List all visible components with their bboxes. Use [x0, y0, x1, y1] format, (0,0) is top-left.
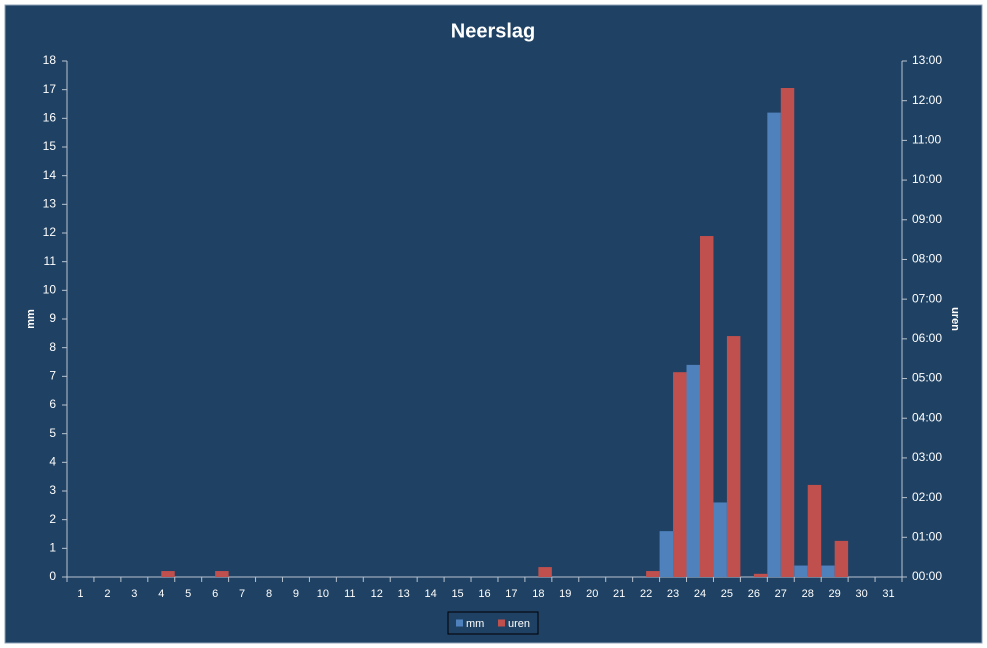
y-tick-label: 14 [43, 168, 57, 182]
y2-tick-label: 04:00 [912, 410, 942, 424]
bar [538, 567, 552, 577]
y-tick-label: 13 [43, 197, 57, 211]
x-tick-label: 18 [532, 588, 544, 600]
y-tick-label: 2 [49, 512, 56, 526]
bar [726, 336, 741, 577]
bar [753, 573, 768, 577]
bar [161, 571, 175, 577]
y2-tick-label: 12:00 [912, 93, 942, 107]
y-tick-label: 3 [49, 483, 56, 497]
x-tick-label: 16 [478, 588, 490, 600]
x-tick-label: 15 [451, 588, 463, 600]
x-tick-label: 10 [317, 588, 329, 600]
y2-axis-label: uren [949, 307, 961, 331]
x-tick-label: 7 [239, 588, 245, 600]
bar [713, 502, 727, 577]
x-tick-label: 12 [371, 588, 383, 600]
x-tick-label: 31 [882, 588, 894, 600]
y-tick-label: 5 [49, 426, 56, 440]
x-tick-label: 29 [829, 588, 841, 600]
x-tick-label: 24 [694, 588, 706, 600]
y-tick-label: 10 [43, 283, 57, 297]
y2-tick-label: 01:00 [912, 529, 942, 543]
y-tick-label: 1 [49, 541, 56, 555]
y-tick-label: 18 [43, 53, 57, 67]
bar [794, 565, 808, 577]
x-tick-label: 13 [398, 588, 410, 600]
x-tick-label: 20 [586, 588, 598, 600]
bar [767, 112, 781, 577]
y-tick-label: 0 [49, 569, 56, 583]
y2-tick-label: 10:00 [912, 172, 942, 186]
x-tick-label: 11 [344, 588, 355, 600]
bar [821, 565, 835, 577]
bar [215, 571, 229, 577]
legend-swatch [456, 619, 463, 627]
x-tick-label: 5 [185, 588, 191, 600]
legend-box [447, 611, 539, 635]
legend-label: mm [466, 618, 484, 630]
bar [699, 236, 714, 577]
y2-tick-label: 05:00 [912, 371, 942, 385]
x-tick-label: 14 [425, 588, 437, 600]
y-axis-label: mm [25, 309, 37, 329]
x-tick-label: 25 [721, 588, 733, 600]
bar [807, 484, 822, 577]
y2-tick-label: 09:00 [912, 212, 942, 226]
y-tick-label: 4 [49, 455, 56, 469]
x-tick-label: 19 [559, 588, 571, 600]
y2-tick-label: 11:00 [912, 133, 941, 147]
y2-tick-label: 00:00 [912, 569, 942, 583]
y-tick-label: 12 [43, 225, 57, 239]
y2-tick-label: 08:00 [912, 252, 942, 266]
bar [780, 87, 795, 577]
x-tick-label: 22 [640, 588, 652, 600]
y2-tick-label: 02:00 [912, 490, 942, 504]
x-tick-label: 2 [104, 588, 110, 600]
x-tick-label: 21 [613, 588, 625, 600]
bar [686, 364, 700, 577]
x-tick-label: 27 [775, 588, 787, 600]
bar [646, 571, 660, 577]
x-tick-label: 4 [158, 588, 164, 600]
bar [834, 540, 849, 577]
bar [673, 372, 687, 577]
y-tick-label: 9 [49, 311, 56, 325]
x-tick-label: 8 [266, 588, 272, 600]
x-tick-label: 28 [802, 588, 814, 600]
x-tick-label: 9 [293, 588, 299, 600]
y2-tick-label: 07:00 [912, 291, 942, 305]
y-tick-label: 6 [49, 397, 56, 411]
y-tick-label: 16 [43, 111, 57, 125]
x-tick-label: 1 [77, 588, 83, 600]
y2-tick-label: 06:00 [912, 331, 942, 345]
x-tick-label: 17 [505, 588, 517, 600]
y-tick-label: 7 [49, 369, 56, 383]
y-tick-label: 8 [49, 340, 56, 354]
y2-tick-label: 13:00 [912, 53, 942, 67]
legend-label: uren [508, 618, 530, 630]
legend-swatch [498, 619, 505, 627]
x-tick-label: 26 [748, 588, 760, 600]
y-tick-label: 15 [43, 139, 57, 153]
y2-tick-label: 03:00 [912, 450, 942, 464]
x-tick-label: 23 [667, 588, 679, 600]
x-tick-label: 3 [131, 588, 137, 600]
chart-title: Neerslag [451, 20, 536, 42]
y-tick-label: 17 [43, 82, 57, 96]
x-tick-label: 6 [212, 588, 218, 600]
y-tick-label: 11 [44, 254, 57, 268]
bar [659, 531, 674, 577]
x-tick-label: 30 [855, 588, 867, 600]
